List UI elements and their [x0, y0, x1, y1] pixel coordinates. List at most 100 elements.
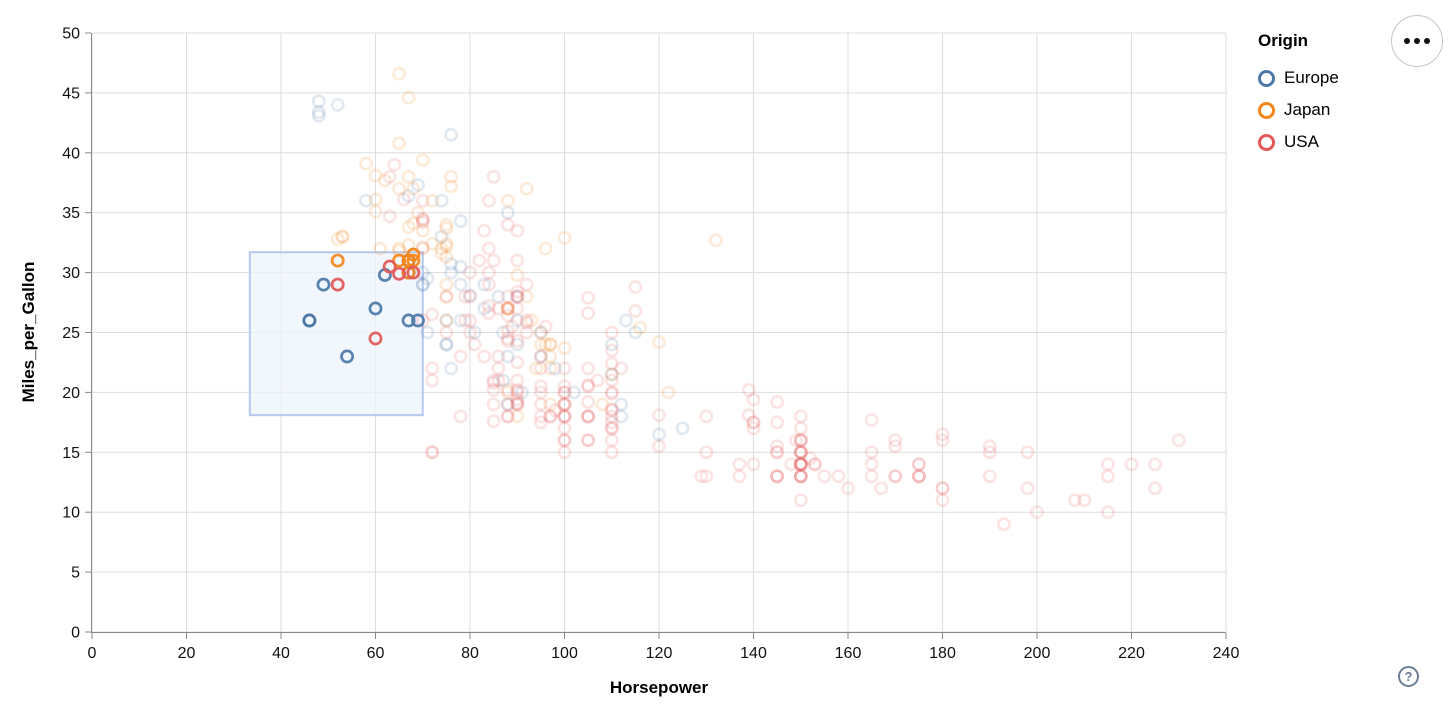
data-point[interactable] — [481, 277, 496, 292]
data-point[interactable] — [543, 409, 558, 424]
data-point[interactable] — [382, 169, 397, 184]
data-point[interactable] — [500, 349, 515, 364]
data-point[interactable] — [770, 395, 785, 409]
data-point[interactable] — [500, 383, 515, 397]
data-point[interactable] — [789, 433, 803, 448]
data-point[interactable] — [510, 289, 525, 304]
data-point[interactable] — [500, 331, 515, 346]
data-point[interactable] — [784, 457, 799, 472]
data-point[interactable] — [510, 289, 525, 304]
data-point[interactable] — [770, 415, 785, 430]
data-point[interactable] — [425, 361, 440, 376]
data-point[interactable] — [793, 433, 808, 448]
data-point[interactable] — [496, 373, 511, 388]
data-point[interactable] — [888, 439, 903, 454]
data-point[interactable] — [543, 409, 558, 424]
data-point[interactable] — [557, 361, 572, 376]
data-point[interactable] — [510, 333, 525, 348]
data-point[interactable] — [415, 223, 430, 238]
data-point[interactable] — [368, 331, 383, 346]
data-point[interactable] — [557, 433, 572, 448]
data-point[interactable] — [330, 97, 345, 112]
data-point[interactable] — [510, 383, 525, 397]
data-point[interactable] — [633, 320, 648, 335]
data-point[interactable] — [519, 325, 534, 340]
data-point[interactable] — [491, 349, 506, 364]
data-point[interactable] — [500, 217, 515, 232]
data-point[interactable] — [453, 277, 468, 292]
data-point[interactable] — [581, 290, 596, 305]
data-point[interactable] — [411, 313, 425, 328]
data-point[interactable] — [935, 481, 950, 496]
data-point[interactable] — [935, 433, 950, 448]
data-point[interactable] — [996, 517, 1011, 532]
data-point[interactable] — [406, 247, 421, 262]
data-point[interactable] — [401, 313, 416, 328]
data-point[interactable] — [486, 253, 501, 268]
data-point[interactable] — [911, 457, 926, 472]
data-point[interactable] — [392, 253, 407, 268]
data-point[interactable] — [311, 108, 326, 123]
data-point[interactable] — [472, 253, 487, 268]
data-point[interactable] — [770, 445, 785, 460]
data-point[interactable] — [793, 469, 808, 484]
data-point[interactable] — [864, 469, 879, 484]
data-point[interactable] — [557, 341, 572, 356]
data-point[interactable] — [590, 373, 605, 388]
data-point[interactable] — [486, 397, 501, 412]
data-point[interactable] — [406, 265, 421, 280]
data-point[interactable] — [741, 408, 756, 423]
data-point[interactable] — [604, 433, 619, 448]
data-point[interactable] — [557, 397, 572, 412]
data-point[interactable] — [477, 349, 492, 364]
data-point[interactable] — [500, 193, 515, 208]
data-point[interactable] — [793, 421, 808, 436]
data-point[interactable] — [807, 457, 822, 472]
data-point[interactable] — [510, 392, 525, 407]
data-point[interactable] — [434, 246, 449, 261]
data-point[interactable] — [793, 445, 808, 460]
data-point[interactable] — [425, 236, 440, 251]
data-point[interactable] — [793, 457, 808, 472]
data-point[interactable] — [444, 361, 459, 376]
data-point[interactable] — [519, 181, 534, 196]
data-point[interactable] — [439, 337, 454, 352]
data-point[interactable] — [510, 373, 525, 388]
data-point[interactable] — [330, 277, 345, 292]
data-point[interactable] — [1100, 457, 1115, 472]
data-point[interactable] — [458, 289, 473, 304]
data-point[interactable] — [746, 415, 761, 430]
data-point[interactable] — [425, 307, 440, 322]
data-point[interactable] — [746, 392, 761, 407]
data-point[interactable] — [510, 253, 525, 268]
data-point[interactable] — [444, 257, 459, 272]
data-point[interactable] — [770, 469, 785, 484]
data-point[interactable] — [595, 397, 610, 412]
data-point[interactable] — [463, 265, 477, 280]
data-point[interactable] — [500, 308, 515, 323]
data-point[interactable] — [604, 325, 619, 340]
data-point[interactable] — [614, 361, 629, 376]
data-point[interactable] — [581, 378, 596, 393]
data-point[interactable] — [699, 445, 714, 460]
data-point[interactable] — [519, 315, 534, 330]
data-point[interactable] — [803, 451, 818, 466]
data-point[interactable] — [604, 403, 619, 418]
data-point[interactable] — [864, 413, 879, 427]
data-point[interactable] — [368, 168, 383, 183]
data-point[interactable] — [614, 409, 629, 424]
data-point[interactable] — [817, 469, 832, 484]
data-point[interactable] — [533, 325, 548, 340]
data-point[interactable] — [543, 397, 558, 412]
data-point[interactable] — [533, 397, 548, 412]
data-point[interactable] — [567, 385, 581, 400]
data-point[interactable] — [439, 289, 454, 304]
data-point[interactable] — [652, 408, 666, 423]
data-point[interactable] — [382, 259, 397, 274]
data-point[interactable] — [557, 397, 572, 412]
data-point[interactable] — [618, 313, 633, 328]
data-point[interactable] — [500, 385, 515, 400]
data-point[interactable] — [510, 268, 525, 282]
data-point[interactable] — [439, 239, 454, 254]
data-point[interactable] — [604, 402, 619, 417]
